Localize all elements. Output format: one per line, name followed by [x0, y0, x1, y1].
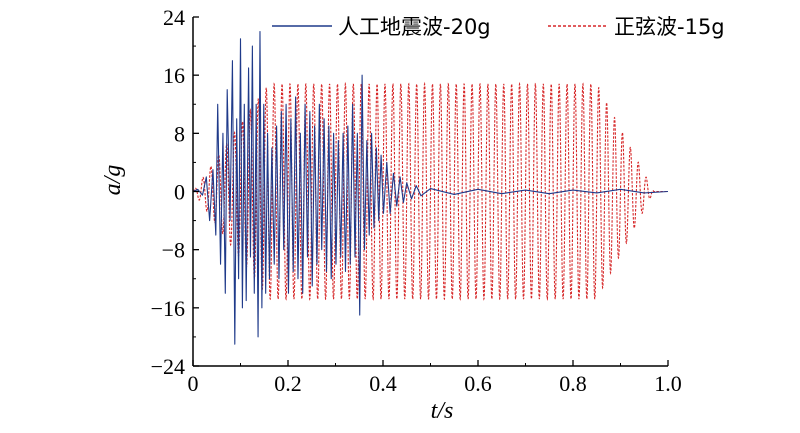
y-tick-label: 0: [174, 180, 185, 205]
x-tick-label: 0: [188, 371, 199, 396]
y-axis-label: a/g: [100, 165, 126, 196]
x-tick-label: 1.0: [654, 371, 682, 396]
series-line-earthquake: [192, 30, 669, 345]
x-tick-label: 0.2: [274, 371, 302, 396]
y-tick-label: −8: [162, 238, 185, 263]
y-tick-label: 24: [163, 5, 185, 30]
y-tick-label: 16: [163, 63, 185, 88]
legend-label-sine: 正弦波-15g: [614, 15, 725, 39]
x-tick-label: 0.6: [464, 371, 492, 396]
x-tick-label: 0.8: [559, 371, 587, 396]
legend-label-earthquake: 人工地震波-20g: [338, 15, 491, 39]
series-line-sine: [192, 81, 668, 301]
ticks-layer: −24 −16 −8 0 8 16 24 0 0.2 0.4 0.6 0.8 1.0: [151, 5, 682, 396]
y-tick-label: 8: [174, 121, 185, 146]
y-tick-label: −16: [151, 296, 185, 321]
x-axis-label: t/s: [431, 398, 454, 424]
series-layer: [192, 30, 669, 345]
x-tick-label: 0.4: [369, 371, 397, 396]
legend: 人工地震波-20g 正弦波-15g: [272, 15, 725, 39]
y-tick-label: −24: [151, 354, 185, 379]
